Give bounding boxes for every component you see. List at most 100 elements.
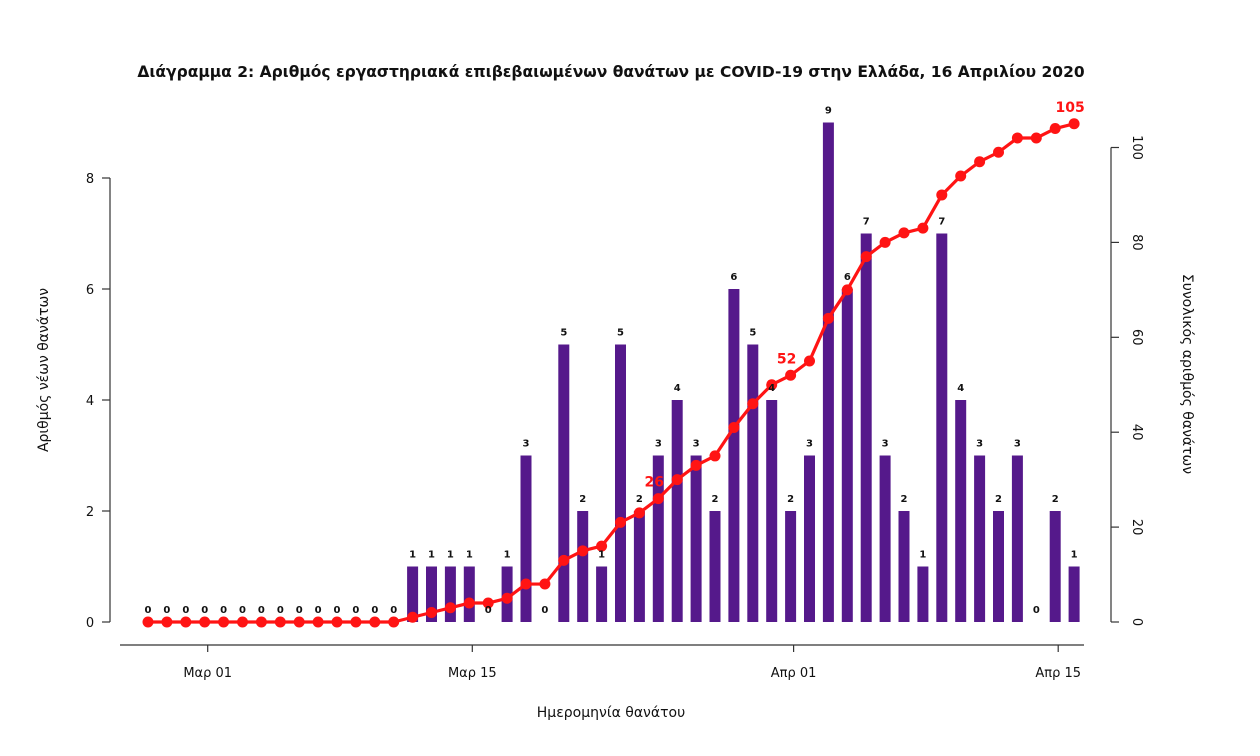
bar: [785, 511, 797, 622]
bar-value-label: 5: [749, 328, 756, 339]
bar-value-label: 6: [844, 272, 851, 283]
cumulative-point: [255, 616, 267, 628]
bar-value-label: 3: [523, 439, 530, 450]
bar-value-label: 1: [409, 550, 416, 561]
bar: [463, 566, 475, 622]
cumulative-point: [1030, 132, 1042, 144]
cumulative-point: [974, 156, 986, 168]
y-right-tick-label: 40: [1129, 424, 1144, 441]
cumulative-point: [671, 474, 683, 486]
bar-value-label: 1: [447, 550, 454, 561]
y-axis-right-label: Συνολικός αριθμός θανάτων: [1179, 274, 1195, 474]
bar-value-label: 0: [1033, 605, 1040, 616]
bar-value-label: 3: [1014, 439, 1021, 450]
cumulative-point: [1068, 118, 1080, 130]
x-tick-label: Μαρ 15: [448, 666, 497, 681]
bar-value-label: 4: [957, 383, 964, 394]
cumulative-point: [709, 450, 721, 462]
bar: [615, 344, 626, 622]
bar: [860, 233, 872, 622]
bar-value-label: 2: [995, 494, 1002, 505]
bar: [1011, 455, 1023, 622]
cumulative-point: [822, 312, 834, 324]
cumulative-point: [804, 355, 815, 367]
cumulative-point: [596, 540, 608, 552]
bar: [728, 289, 740, 622]
cumulative-point: [444, 602, 456, 614]
cumulative-point: [463, 597, 475, 609]
bar: [671, 400, 683, 622]
bar: [879, 455, 891, 622]
bar-value-label: 9: [825, 106, 832, 117]
cumulative-point: [350, 616, 362, 628]
cumulative-point: [539, 578, 551, 590]
cumulative-point: [1049, 123, 1061, 135]
cumulative-point: [955, 170, 967, 182]
cumulative-point: [917, 222, 929, 234]
bar-value-label: 0: [541, 605, 548, 616]
y-right-tick-label: 0: [1129, 618, 1144, 626]
cumulative-point: [237, 616, 248, 628]
cumulative-point: [312, 616, 324, 628]
cumulative-point: [388, 616, 400, 628]
cumulative-point: [161, 616, 173, 628]
bar-value-label: 1: [1071, 550, 1078, 561]
bar-value-label: 0: [390, 605, 397, 616]
cumulative-point: [785, 369, 797, 381]
bar-value-label: 0: [220, 605, 227, 616]
cumulative-point: [558, 554, 570, 566]
bar: [444, 566, 456, 622]
bar-value-label: 4: [768, 383, 775, 394]
bar-value-label: 5: [617, 328, 624, 339]
cumulative-point: [199, 616, 211, 628]
y-left-tick-label: 2: [86, 505, 94, 520]
cumulative-value-label: 52: [777, 351, 796, 367]
cumulative-point: [615, 516, 626, 528]
bar-value-label: 1: [466, 550, 473, 561]
y-right-tick-label: 80: [1129, 234, 1144, 251]
bar-value-label: 0: [277, 605, 284, 616]
bar: [709, 511, 721, 622]
cumulative-point: [936, 189, 948, 201]
cumulative-point: [142, 616, 154, 628]
cumulative-point: [879, 236, 891, 248]
bar: [426, 566, 437, 622]
cumulative-value-label: 105: [1055, 100, 1084, 116]
bar-value-label: 2: [579, 494, 586, 505]
bar-value-label: 3: [806, 439, 813, 450]
y-right-tick-label: 20: [1129, 519, 1144, 536]
y-right-tick-label: 100: [1129, 135, 1144, 160]
bar: [804, 455, 815, 622]
bar-value-label: 0: [334, 605, 341, 616]
bar: [1049, 511, 1061, 622]
bar-value-label: 2: [1052, 494, 1059, 505]
bar: [558, 344, 570, 622]
cumulative-point: [218, 616, 230, 628]
cumulative-point: [728, 421, 740, 433]
bar-value-label: 4: [674, 383, 681, 394]
cumulative-point: [577, 545, 589, 557]
y-left-tick-label: 6: [86, 283, 94, 298]
bar-value-label: 3: [655, 439, 662, 450]
bar-value-label: 7: [863, 217, 870, 228]
cumulative-line-series: [142, 118, 1080, 628]
bar: [974, 455, 986, 622]
bar-value-label: 5: [560, 328, 567, 339]
bar: [407, 566, 419, 622]
bar-value-label: 0: [352, 605, 359, 616]
bar-value-label: 0: [296, 605, 303, 616]
cumulative-value-label: 26: [645, 475, 664, 491]
bar-value-label: 1: [919, 550, 926, 561]
bar: [841, 289, 853, 622]
cumulative-point: [501, 592, 513, 604]
bar: [690, 455, 702, 622]
bar-value-label: 2: [712, 494, 719, 505]
bar-value-label: 0: [239, 605, 246, 616]
bar: [747, 344, 759, 622]
bar: [766, 400, 778, 622]
cumulative-point: [993, 146, 1004, 158]
bar-value-label: 1: [504, 550, 511, 561]
x-tick-label: Μαρ 01: [183, 666, 232, 681]
y-left-tick-label: 0: [86, 616, 94, 631]
